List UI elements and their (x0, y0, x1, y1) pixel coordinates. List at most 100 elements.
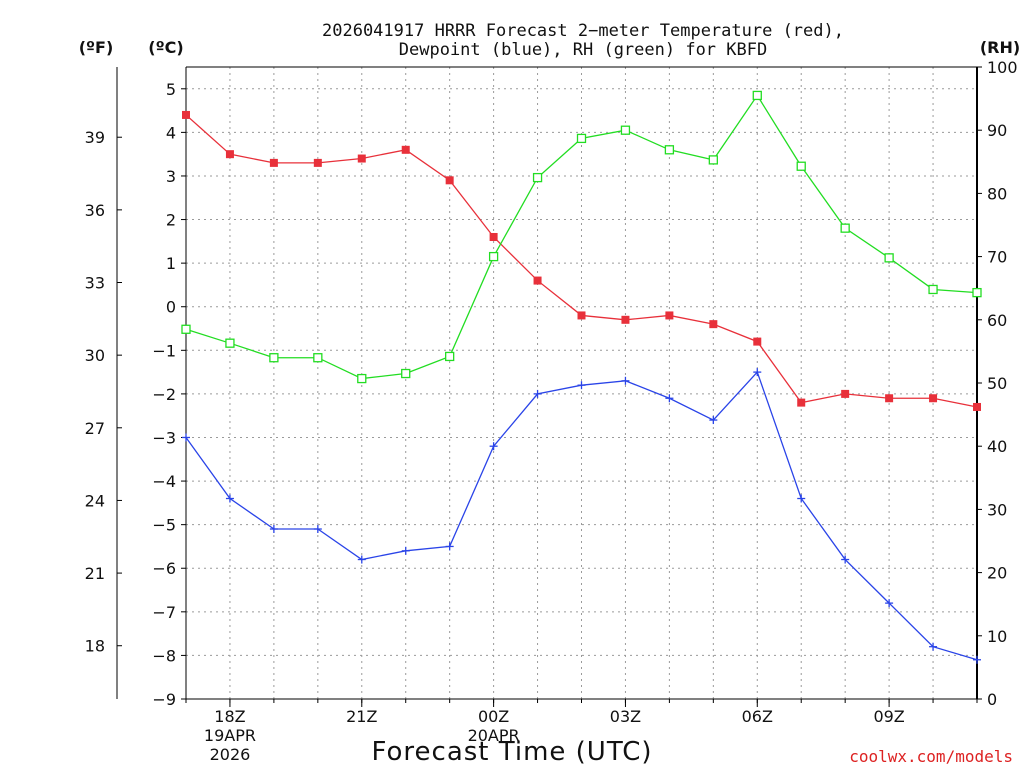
rh-point (840, 223, 850, 233)
temperature-point (797, 398, 806, 407)
rh-point (708, 155, 718, 165)
series-dewpoint (182, 368, 981, 664)
dewpoint-point (533, 389, 542, 398)
rh-point (532, 172, 543, 183)
rh-point (488, 251, 499, 262)
temperature-point (885, 394, 894, 403)
celsius-tick-label: −3 (152, 428, 176, 447)
rh-tick-label: 100 (987, 58, 1018, 77)
celsius-tick-label: −4 (152, 472, 176, 491)
rh-point (928, 284, 938, 295)
rh-tick-label: 40 (987, 437, 1007, 456)
rh-tick-label: 0 (987, 690, 997, 709)
celsius-tick-label: 4 (166, 123, 176, 142)
temperature-point (577, 311, 586, 320)
x-tick-year: 2026 (210, 745, 251, 764)
temperature-point (665, 311, 674, 320)
celsius-tick-label: −5 (152, 516, 176, 535)
celsius-tick-label: 0 (166, 298, 176, 317)
dewpoint-point (269, 525, 278, 534)
temperature-point (269, 158, 278, 167)
temperature-point (357, 154, 366, 163)
rh-point (884, 253, 894, 263)
rh-tick-label: 70 (987, 248, 1007, 267)
rh-point (225, 338, 235, 348)
dewpoint-point (973, 655, 981, 664)
temperature-point (401, 145, 410, 154)
temperature-point (841, 389, 850, 398)
temperature-point (225, 150, 234, 159)
rh-tick-label: 30 (987, 500, 1007, 519)
dewpoint-point (401, 546, 410, 555)
rh-tick-label: 80 (987, 184, 1007, 203)
x-tick-label: 03Z (610, 707, 641, 726)
temperature-point (182, 110, 190, 119)
rh-point (181, 324, 191, 334)
rh-tick-label: 20 (987, 564, 1007, 583)
temperature-point (313, 158, 322, 167)
temperature-point (621, 315, 630, 324)
rh-axis-unit: (RH) (980, 38, 1020, 57)
watermark: coolwx.com/models (849, 747, 1013, 766)
rh-point (972, 287, 982, 298)
dewpoint-point (841, 555, 850, 564)
rh-point (357, 373, 367, 384)
temperature-point (709, 320, 718, 329)
dewpoint-point (929, 642, 938, 651)
fahrenheit-tick-label: 24 (85, 491, 105, 510)
x-tick-date: 19APR (204, 726, 256, 745)
series-rh (181, 90, 982, 384)
rh-point (269, 353, 279, 363)
rh-point (620, 125, 631, 135)
x-tick-label: 18Z (214, 707, 245, 726)
celsius-axis-unit: (ºC) (148, 38, 183, 57)
x-tick-label: 09Z (873, 707, 904, 726)
rh-tick-label: 90 (987, 121, 1007, 140)
dewpoint-point (621, 376, 630, 385)
rh-tick-label: 10 (987, 627, 1007, 646)
dewpoint-point (665, 394, 674, 403)
celsius-tick-label: −1 (152, 341, 176, 360)
temperature-point (533, 276, 542, 285)
celsius-tick-label: −7 (152, 603, 176, 622)
dewpoint-point (445, 542, 454, 551)
temperature-point (753, 337, 762, 346)
celsius-tick-label: 3 (166, 167, 176, 186)
tick-labels: 543210−1−2−3−4−5−6−7−8−93936333027242118… (85, 58, 1018, 764)
temperature-point (445, 176, 454, 185)
rh-point (796, 161, 806, 171)
fahrenheit-tick-label: 36 (85, 201, 105, 220)
celsius-tick-label: −6 (152, 559, 176, 578)
dewpoint-point (489, 442, 498, 451)
series-temperature (182, 110, 981, 411)
x-axis-title: Forecast Time (UTC) (371, 737, 652, 767)
dewpoint-point (577, 381, 586, 390)
celsius-tick-label: 1 (166, 254, 176, 273)
fahrenheit-tick-label: 30 (85, 346, 105, 365)
chart-title-line1: 2026041917 HRRR Forecast 2−meter Tempera… (322, 21, 844, 41)
celsius-tick-label: −2 (152, 385, 176, 404)
rh-tick-label: 50 (987, 374, 1007, 393)
rh-point (401, 368, 411, 379)
celsius-tick-label: −9 (152, 690, 176, 709)
x-tick-label: 00Z (478, 707, 509, 726)
temperature-point (489, 232, 498, 241)
dewpoint-point (357, 555, 366, 564)
x-tick-date: 20APR (468, 726, 520, 745)
rh-point (752, 90, 762, 101)
dewpoint-point (313, 525, 322, 534)
celsius-tick-label: −8 (152, 646, 176, 665)
temperature-point (973, 402, 981, 411)
fahrenheit-tick-label: 21 (85, 564, 105, 583)
x-tick-label: 21Z (346, 707, 377, 726)
fahrenheit-tick-label: 27 (85, 419, 105, 438)
fahrenheit-tick-label: 18 (85, 637, 105, 656)
axes (116, 66, 982, 707)
rh-point (313, 353, 323, 363)
dewpoint-point (709, 416, 718, 425)
dewpoint-point (182, 433, 190, 442)
celsius-tick-label: 5 (166, 80, 176, 99)
chart-title-line2: Dewpoint (blue), RH (green) for KBFD (399, 40, 767, 60)
rh-tick-label: 60 (987, 311, 1007, 330)
